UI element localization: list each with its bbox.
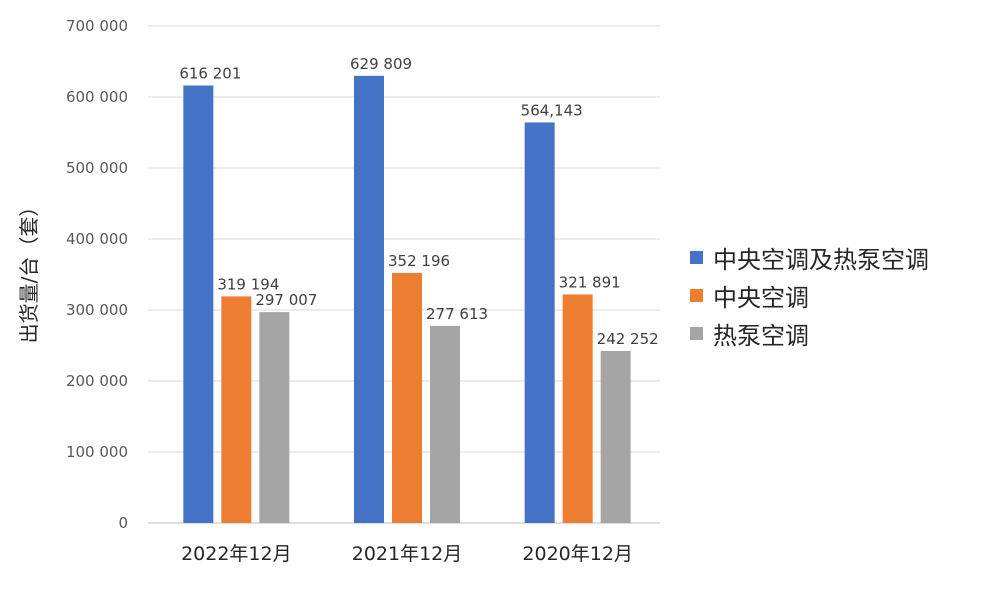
bar	[562, 294, 593, 523]
x-tick-label: 2022年12月	[181, 543, 292, 565]
y-tick-label: 0	[118, 514, 128, 532]
y-axis-label: 出货量/台（套）	[17, 197, 41, 344]
data-label: 629 809	[350, 55, 412, 73]
legend-swatch	[690, 288, 703, 302]
legend-swatch	[690, 326, 703, 340]
data-label: 352 196	[388, 252, 450, 270]
x-tick-label: 2020年12月	[522, 543, 633, 565]
bar	[524, 122, 555, 524]
data-label: 277 613	[426, 305, 488, 323]
bar	[392, 272, 422, 523]
bar	[183, 85, 214, 524]
data-label: 564,143	[521, 101, 583, 119]
bar	[259, 312, 290, 523]
y-tick-label: 400 000	[66, 230, 128, 248]
bars	[183, 75, 631, 524]
data-label: 616 201	[179, 64, 241, 82]
legend-label: 热泵空调	[713, 321, 809, 350]
bar	[354, 75, 384, 524]
data-label: 242 252	[597, 330, 659, 348]
legend-label: 中央空调及热泵空调	[713, 245, 929, 274]
y-axis-ticks: 0 100 000 200 000 300 000 400 000 500 000 600 …	[66, 17, 128, 532]
data-label: 321 891	[559, 273, 621, 291]
legend-label: 中央空调	[713, 283, 809, 312]
y-tick-label: 500 000	[66, 159, 128, 177]
data-label: 297 007	[255, 291, 317, 309]
legend-item: 中央空调	[690, 276, 929, 314]
bar	[600, 351, 631, 523]
legend-item: 热泵空调	[690, 314, 929, 352]
y-tick-label: 200 000	[66, 372, 128, 390]
legend: 中央空调及热泵空调 中央空调热泵空调	[690, 238, 929, 352]
x-axis-ticks: 2022年12月 2021年12月 2020年12月	[181, 543, 633, 565]
bar	[221, 296, 252, 523]
y-tick-label: 700 000	[66, 17, 128, 35]
x-tick-label: 2021年12月	[352, 543, 463, 565]
y-tick-label: 300 000	[66, 301, 128, 319]
legend-item: 中央空调及热泵空调	[690, 238, 929, 276]
bar	[430, 325, 460, 523]
data-label: 319 194	[217, 275, 279, 293]
y-tick-label: 600 000	[66, 88, 128, 106]
legend-swatch	[690, 250, 703, 264]
y-tick-label: 100 000	[66, 443, 128, 461]
